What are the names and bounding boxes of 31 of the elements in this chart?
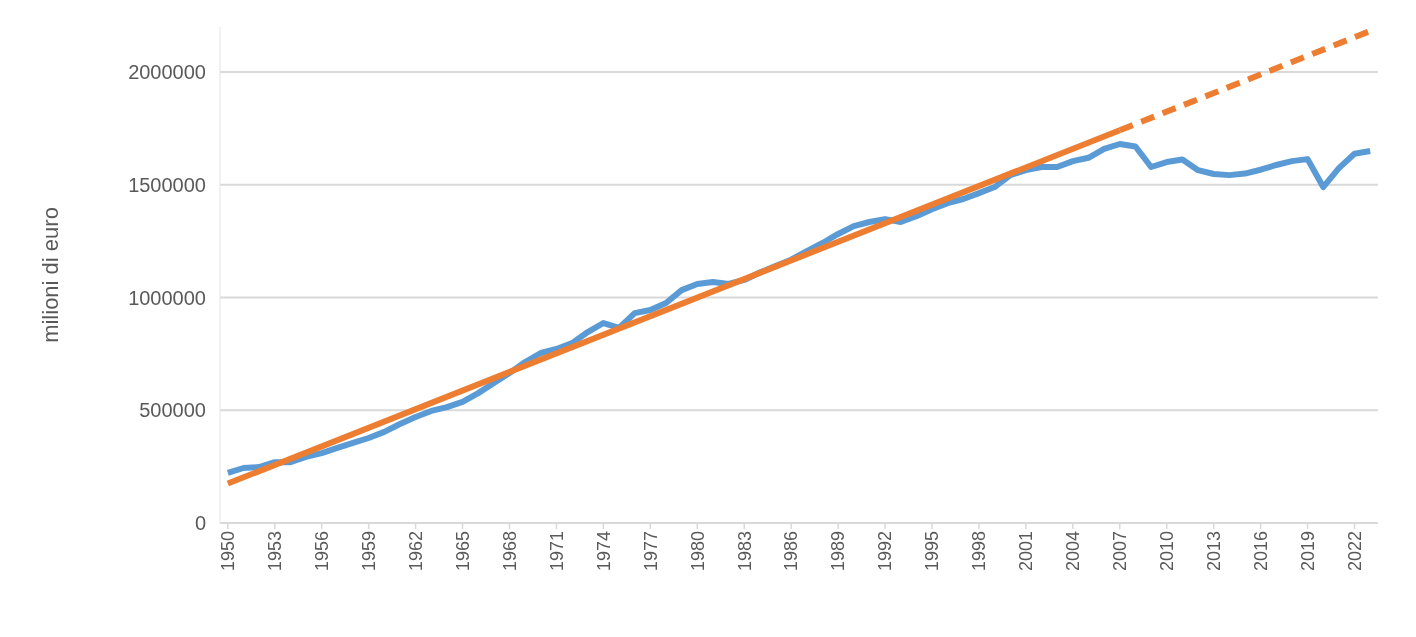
x-tick-label: 1974 xyxy=(593,531,614,572)
x-tick-label: 2004 xyxy=(1063,531,1084,572)
x-tick-label: 1956 xyxy=(312,531,333,572)
x-tick-label: 1977 xyxy=(640,531,661,572)
x-tick-label: 1965 xyxy=(452,531,473,572)
x-tick-label: 2016 xyxy=(1250,531,1271,572)
x-tick-label: 2007 xyxy=(1110,531,1131,572)
x-tick-label: 1959 xyxy=(358,531,379,572)
x-tick-label: 2019 xyxy=(1297,531,1318,572)
x-tick-label: 1962 xyxy=(405,531,426,572)
y-tick-label: 1000000 xyxy=(128,286,206,309)
x-tick-label: 2013 xyxy=(1203,531,1224,572)
y-tick-label: 2000000 xyxy=(128,61,206,84)
x-tick-label: 1989 xyxy=(828,531,849,572)
x-tick-label: 1971 xyxy=(546,531,567,572)
x-tick-label: 2010 xyxy=(1157,531,1178,572)
y-axis-title: milioni di euro xyxy=(38,207,63,343)
x-tick-label: 2001 xyxy=(1016,531,1037,572)
x-tick-label: 1995 xyxy=(922,531,943,572)
x-tick-label: 1980 xyxy=(687,531,708,572)
y-tick-label: 1500000 xyxy=(128,173,206,196)
x-tick-label: 1968 xyxy=(499,531,520,572)
x-tick-label: 1953 xyxy=(265,531,286,572)
x-tick-label: 1983 xyxy=(734,531,755,572)
x-tick-label: 1998 xyxy=(969,531,990,572)
x-tick-label: 1992 xyxy=(875,531,896,572)
x-tick-label: 2022 xyxy=(1344,531,1365,572)
y-tick-label: 0 xyxy=(194,512,206,534)
y-tick-label: 500000 xyxy=(139,399,206,422)
x-tick-label: 1950 xyxy=(218,531,239,572)
x-tick-label: 1986 xyxy=(781,531,802,572)
